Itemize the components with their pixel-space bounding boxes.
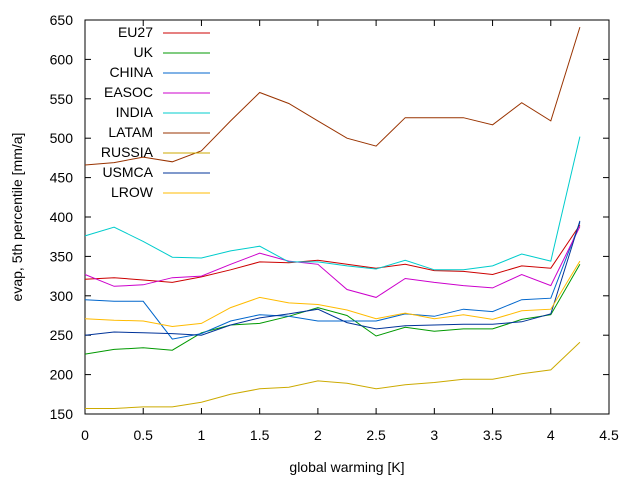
legend-label-lrow: LROW <box>111 184 154 200</box>
x-tick-label: 4.5 <box>599 427 619 443</box>
y-tick-label: 400 <box>50 209 74 225</box>
y-tick-label: 600 <box>50 51 74 67</box>
x-tick-label: 2.5 <box>366 427 386 443</box>
y-tick-label: 550 <box>50 91 74 107</box>
legend-label-usmca: USMCA <box>102 164 153 180</box>
x-tick-label: 2 <box>314 427 322 443</box>
series-line-usmca <box>84 220 581 336</box>
series-line-eu27 <box>84 224 581 283</box>
y-tick-label: 150 <box>50 406 74 422</box>
legend-label-china: CHINA <box>109 64 153 80</box>
series-line-latam <box>84 26 581 166</box>
y-tick-label: 300 <box>50 288 74 304</box>
plot-frame <box>84 19 610 415</box>
y-tick-label: 350 <box>50 248 74 264</box>
x-tick-label: 4 <box>547 427 555 443</box>
legend-label-eu27: EU27 <box>118 24 153 40</box>
x-tick-label: 3 <box>430 427 438 443</box>
x-tick-label: 1.5 <box>250 427 270 443</box>
y-tick-label: 250 <box>50 327 74 343</box>
y-tick-label: 450 <box>50 170 74 186</box>
legend-label-latam: LATAM <box>108 124 153 140</box>
x-tick-label: 0 <box>81 427 89 443</box>
x-tick-label: 1 <box>198 427 206 443</box>
series-line-china <box>84 222 581 340</box>
y-tick-label: 200 <box>50 367 74 383</box>
legend-label-uk: UK <box>134 44 154 60</box>
axis-ticks: 0 0.5 1 1.5 2 2.5 3 3.5 4 4.5 150 200 250 300 350 400 45… <box>50 12 619 443</box>
x-tick-label: 0.5 <box>133 427 153 443</box>
legend-label-russia: RUSSIA <box>101 144 154 160</box>
legend-label-easoc: EASOC <box>104 84 153 100</box>
y-tick-label: 650 <box>50 12 74 28</box>
series-line-lrow <box>84 260 581 328</box>
legend: EU27 UK CHINA EASOC INDIA LATAM RUSSIA USMCA LRO… <box>101 24 210 200</box>
y-tick-label: 500 <box>50 130 74 146</box>
series-line-uk <box>84 264 581 355</box>
series-lines <box>84 26 581 409</box>
x-axis-label: global warming [K] <box>289 459 404 475</box>
series-line-russia <box>85 341 581 409</box>
y-axis-label: evap, 5th percentile [mm/a] <box>9 133 25 302</box>
series-line-india <box>84 136 581 271</box>
x-tick-label: 3.5 <box>483 427 503 443</box>
series-line-easoc <box>84 226 581 298</box>
legend-label-india: INDIA <box>116 104 154 120</box>
